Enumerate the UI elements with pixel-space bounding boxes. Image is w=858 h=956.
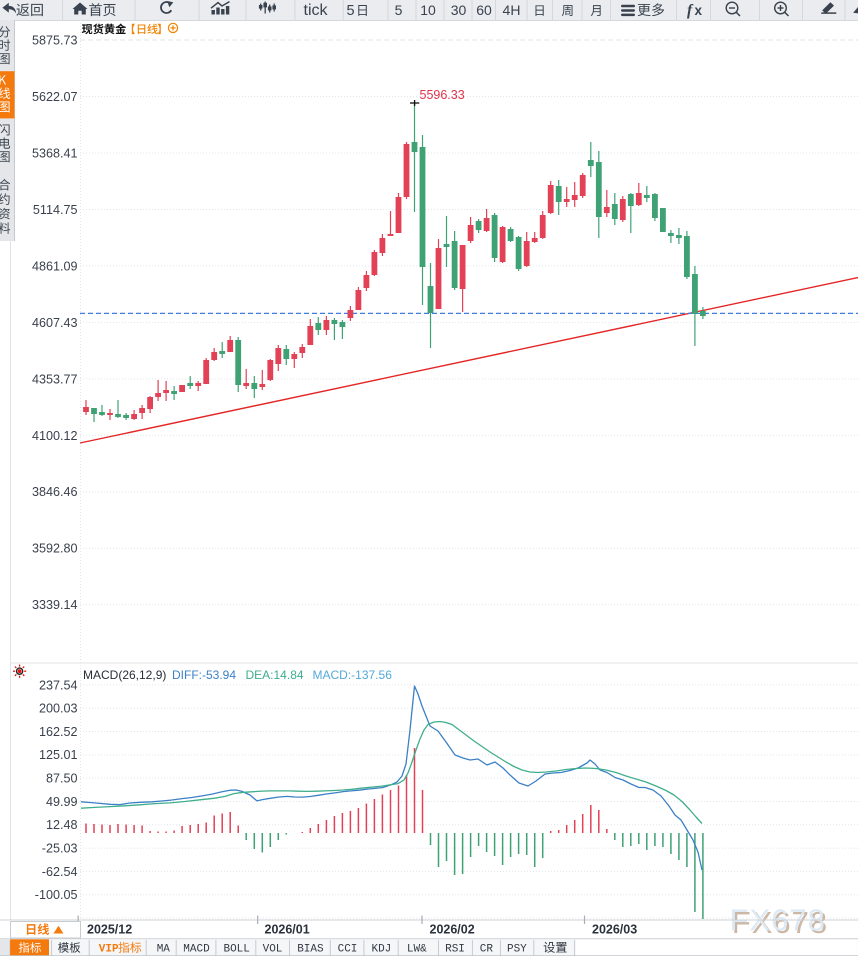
svg-text:BIAS: BIAS [297,943,324,955]
svg-text:5: 5 [347,3,355,19]
svg-text:3592.80: 3592.80 [32,542,78,556]
svg-text:BOLL: BOLL [223,943,249,955]
svg-text:VIP: VIP [99,943,119,955]
svg-text:-25.03: -25.03 [42,841,78,855]
svg-text:DEA:14.84: DEA:14.84 [246,668,304,682]
svg-text:4861.09: 4861.09 [32,259,78,273]
svg-text:3339.14: 3339.14 [32,598,78,612]
svg-text:87.50: 87.50 [46,772,78,786]
svg-text:125.01: 125.01 [39,748,78,762]
svg-text:2026/01: 2026/01 [265,923,310,937]
svg-text:MACD(26,12,9): MACD(26,12,9) [83,668,166,682]
svg-text:4607.43: 4607.43 [32,316,78,330]
svg-text:x: x [695,3,703,18]
svg-text:PSY: PSY [507,943,527,955]
svg-text:-62.54: -62.54 [42,865,78,879]
svg-text:3846.46: 3846.46 [32,485,78,499]
svg-text:200.03: 200.03 [39,702,78,716]
svg-text:5114.75: 5114.75 [33,203,78,217]
svg-text:tick: tick [304,2,329,19]
svg-text:30: 30 [451,2,467,18]
svg-text:DIFF:-53.94: DIFF:-53.94 [172,668,236,682]
svg-text:MACD: MACD [183,943,210,955]
svg-text:RSI: RSI [445,943,465,955]
svg-text:CR: CR [480,943,494,955]
svg-text:10: 10 [420,2,436,18]
svg-text:162.52: 162.52 [39,725,78,739]
svg-text:LW&: LW& [407,943,427,955]
svg-text:KDJ: KDJ [371,943,391,955]
svg-text:4353.77: 4353.77 [32,372,78,386]
svg-text:2026/03: 2026/03 [592,923,637,937]
svg-text:237.54: 237.54 [39,678,78,692]
svg-text:49.99: 49.99 [46,795,78,809]
svg-text:5596.33: 5596.33 [420,88,465,102]
svg-text:5368.41: 5368.41 [32,146,78,160]
svg-text:60: 60 [476,2,492,18]
svg-text:2025/12: 2025/12 [87,923,132,937]
svg-text:f: f [687,2,694,19]
svg-text:5622.07: 5622.07 [32,90,78,104]
svg-text:VOL: VOL [263,943,283,955]
svg-text:12.48: 12.48 [46,818,78,832]
svg-text:5: 5 [395,2,403,18]
svg-text:FX678: FX678 [732,905,828,940]
svg-text:-100.05: -100.05 [35,888,78,902]
svg-text:4100.12: 4100.12 [32,429,78,443]
svg-text:2026/02: 2026/02 [430,923,475,937]
svg-text:CCI: CCI [338,943,358,955]
svg-text:4H: 4H [503,2,521,18]
svg-text:MACD:-137.56: MACD:-137.56 [313,668,393,682]
svg-text:MA: MA [157,943,171,955]
svg-text:5875.73: 5875.73 [32,33,78,47]
